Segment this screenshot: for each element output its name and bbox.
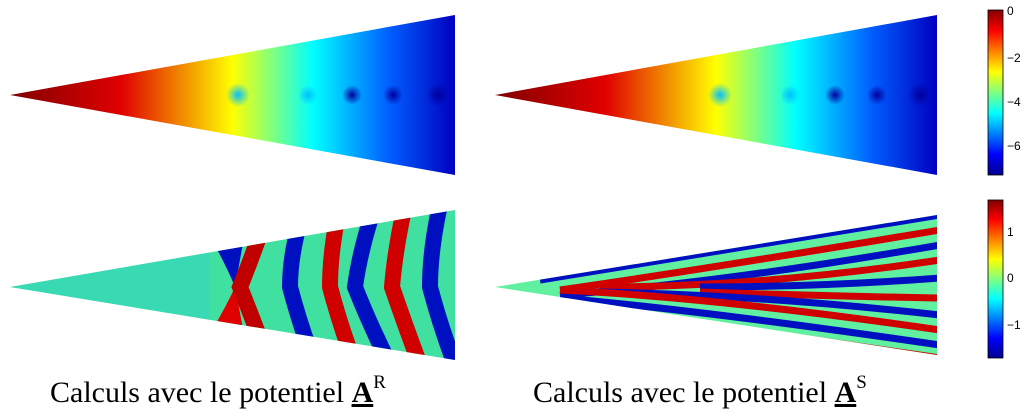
field-top-right: [495, 15, 937, 175]
colorbar-tick-label: 1: [1007, 225, 1014, 239]
colorbar-tick-label: −1: [1007, 318, 1021, 332]
colorbar-tick-label: −6: [1007, 139, 1021, 153]
field-bottom-left: [10, 210, 455, 360]
field-top-left: [10, 15, 455, 175]
colorbar: [987, 199, 1004, 359]
colorbar-tick-label: −4: [1007, 95, 1021, 109]
colorbar: [987, 9, 1004, 176]
caption: Calculs avec le potentiel AR: [50, 372, 386, 409]
colorbar-tick-label: 0: [1007, 271, 1014, 285]
colorbar-tick-label: 0: [1007, 4, 1014, 18]
caption: Calculs avec le potentiel AS: [533, 372, 867, 409]
colorbar-tick-label: −2: [1007, 51, 1021, 65]
field-bottom-right: [495, 215, 937, 355]
